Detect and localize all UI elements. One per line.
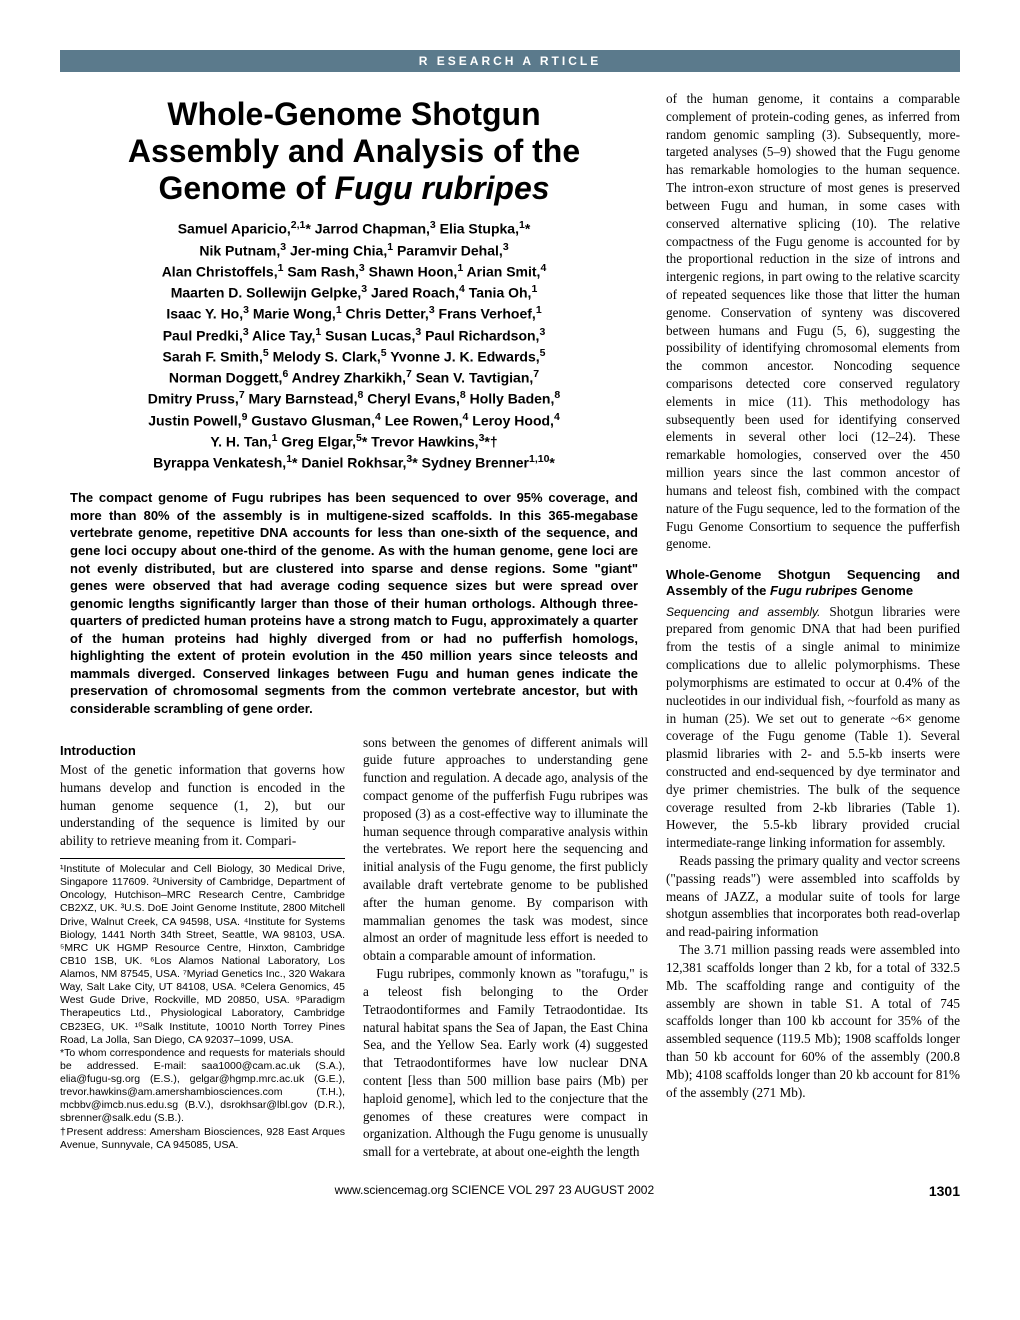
abstract: The compact genome of Fugu rubripes has …: [70, 489, 638, 717]
correspondence-text: *To whom correspondence and requests for…: [60, 1047, 345, 1125]
run-in-head: Sequencing and assembly.: [666, 605, 820, 619]
title-line-2: Assembly and Analysis of the: [128, 133, 580, 169]
introduction-heading: Introduction: [60, 742, 345, 760]
intro-paragraph-1: Most of the genetic information that gov…: [60, 761, 345, 850]
footer-citation: www.sciencemag.org SCIENCE VOL 297 23 AU…: [335, 1183, 654, 1197]
page-footer: www.sciencemag.org SCIENCE VOL 297 23 AU…: [60, 1183, 960, 1197]
section-heading-wgs: Whole-Genome Shotgun Sequencing and Asse…: [666, 567, 960, 600]
author-list: Samuel Aparicio,2,1* Jarrod Chapman,3 El…: [78, 218, 630, 473]
title-line-1: Whole-Genome Shotgun: [167, 96, 540, 132]
left-column: Whole-Genome Shotgun Assembly and Analys…: [60, 90, 648, 1161]
right-paragraph-4: The 3.71 million passing reads were asse…: [666, 941, 960, 1101]
page-number: 1301: [929, 1183, 960, 1199]
right-column: of the human genome, it contains a compa…: [666, 90, 960, 1161]
title-line-3: Genome of Fugu rubripes: [158, 170, 549, 206]
intro-paragraph-3: Fugu rubripes, commonly known as "torafu…: [363, 965, 648, 1161]
section-bar: R ESEARCH A RTICLE: [60, 50, 960, 72]
body-two-column: Introduction Most of the genetic informa…: [60, 734, 648, 1162]
intro-paragraph-2: sons between the genomes of different an…: [363, 734, 648, 966]
right-paragraph-2-body: Shotgun libraries were prepared from gen…: [666, 604, 960, 851]
right-paragraph-3: Reads passing the primary quality and ve…: [666, 852, 960, 941]
article-title: Whole-Genome Shotgun Assembly and Analys…: [60, 96, 648, 206]
affiliations-block: ¹Institute of Molecular and Cell Biology…: [60, 858, 345, 1152]
affiliations-text: ¹Institute of Molecular and Cell Biology…: [60, 863, 345, 1046]
right-paragraph-1: of the human genome, it contains a compa…: [666, 90, 960, 553]
right-paragraph-2: Sequencing and assembly. Shotgun librari…: [666, 603, 960, 852]
present-address-text: †Present address: Amersham Biosciences, …: [60, 1126, 345, 1151]
